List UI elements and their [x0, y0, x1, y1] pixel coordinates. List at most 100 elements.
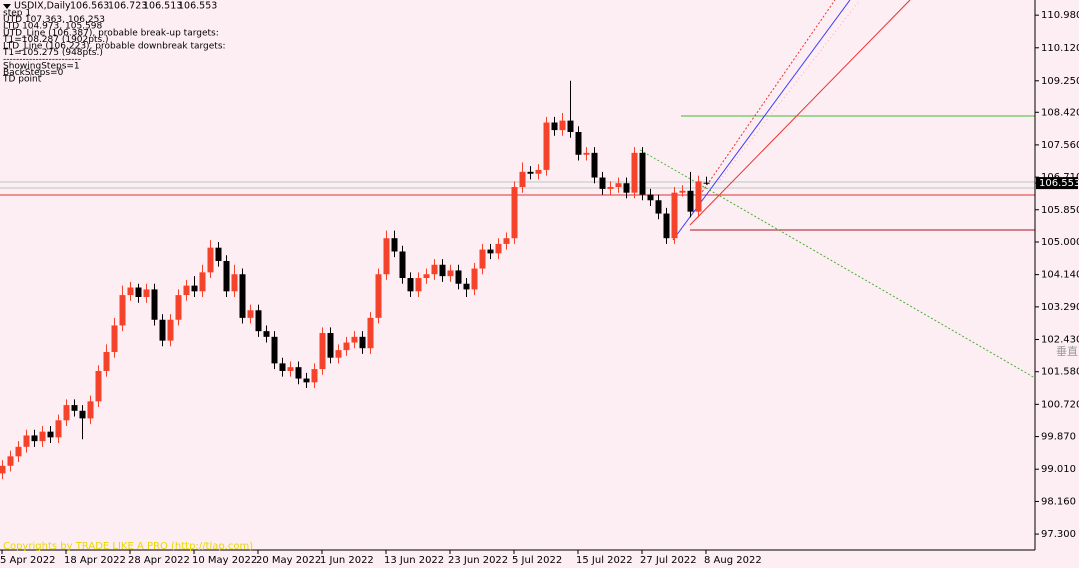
candle-body: [551, 122, 558, 131]
y-tick-label: 104.140: [1041, 270, 1079, 281]
candle-body: [39, 431, 46, 442]
x-tick-label: 5 Jul 2022: [512, 555, 562, 566]
ohlc-high: 106.723: [108, 1, 147, 12]
y-tick-label: 109.250: [1041, 76, 1079, 87]
y-tick-label: 103.290: [1041, 302, 1079, 313]
candle-body: [439, 264, 446, 277]
info-line: T1=108.287 (1902pts.): [2, 35, 109, 45]
candle-body: [399, 251, 406, 279]
candle-body: [55, 420, 62, 438]
candle-body: [471, 268, 478, 290]
y-tick-label: 108.420: [1041, 107, 1079, 118]
candle-body: [7, 456, 14, 466]
candle-body: [295, 367, 302, 379]
x-tick-label: 5 Apr 2022: [0, 555, 55, 566]
candle-body: [207, 247, 214, 273]
ohlc-open: 106.563: [70, 1, 109, 12]
y-tick-label: 101.580: [1041, 367, 1079, 378]
candle-body: [359, 336, 366, 349]
y-tick-label: 105.000: [1041, 237, 1079, 248]
trend-line: [639, 149, 1036, 379]
info-box: USDIX,Daily 106.563 106.723 106.513 106.…: [2, 1, 226, 85]
ohlc-close: 106.553: [178, 1, 217, 12]
info-line: ShowingSteps=1: [3, 61, 80, 71]
candle-body: [623, 183, 630, 193]
symbol: USDIX,Daily: [14, 1, 71, 12]
candle-body: [631, 152, 638, 193]
price-box: [1036, 177, 1078, 190]
candle-body: [63, 405, 70, 421]
candle-body: [71, 405, 78, 411]
y-tick-label: 99.010: [1041, 464, 1076, 475]
info-line: UTD 107.363, 106.253: [3, 15, 105, 25]
candle-body: [391, 238, 398, 252]
candle-body: [383, 238, 390, 275]
x-tick-label: 15 Jul 2022: [576, 555, 633, 566]
candle-body: [479, 249, 486, 269]
candle-body: [591, 152, 598, 178]
price-label: 106.553: [1039, 178, 1079, 189]
candle-body: [647, 194, 654, 201]
candle-body: [615, 183, 622, 187]
candle-body: [79, 410, 86, 419]
info-line: BackSteps=0: [3, 68, 64, 78]
info-line: LTD 104.973, 105.598: [3, 22, 102, 32]
candle-body: [495, 243, 502, 254]
y-tick-label: 98.160: [1041, 496, 1076, 507]
candle-body: [367, 317, 374, 349]
candle-body: [119, 295, 126, 326]
x-tick-label: 28 Apr 2022: [128, 555, 190, 566]
candle-body: [423, 274, 430, 279]
y-tick-label: 100.720: [1041, 399, 1079, 410]
candle-body: [639, 152, 646, 195]
y-tick-label: 97.300: [1041, 529, 1076, 540]
candle-body: [343, 342, 350, 351]
y-tick-label: 105.850: [1041, 205, 1079, 216]
candle-body: [127, 287, 134, 296]
candle-body: [31, 435, 38, 442]
candle-body: [271, 336, 278, 364]
collapse-icon: [3, 4, 11, 9]
candle-body: [327, 333, 334, 358]
x-tick-label: 23 Jun 2022: [448, 555, 508, 566]
info-line: T1=105.275 (948pts.): [2, 48, 103, 58]
candle-body: [703, 182, 710, 184]
candle-body: [671, 192, 678, 239]
candle-body: [431, 264, 438, 275]
candle-body: [503, 238, 510, 244]
x-tick-label: 8 Aug 2022: [704, 555, 762, 566]
candle-body: [247, 310, 254, 318]
y-tick-label: 110.120: [1041, 43, 1079, 54]
candle-body: [191, 285, 198, 292]
candle-body: [167, 319, 174, 341]
ohlc-low: 106.513: [143, 1, 182, 12]
candle-body: [199, 272, 206, 292]
candle-body: [103, 352, 110, 371]
candle-body: [303, 378, 310, 383]
candle-body: [143, 289, 150, 297]
candle-body: [527, 171, 534, 174]
trend-line: [699, 0, 836, 196]
candle-body: [407, 278, 414, 292]
candle-body: [159, 319, 166, 341]
candle-body: [135, 287, 142, 297]
copyright: Copyrights by TRADE LIKE A PRO (http://t…: [3, 541, 253, 552]
trend-line: [689, 0, 911, 226]
candle-body: [599, 177, 606, 189]
x-tick-label: 18 Apr 2022: [64, 555, 126, 566]
candle-body: [607, 187, 614, 189]
info-line: LTD_Line (106.223), probable downbreak t…: [3, 42, 226, 52]
candle-body: [47, 431, 54, 438]
candle-body: [375, 274, 382, 318]
candle-body: [311, 369, 318, 383]
candle-body: [287, 367, 294, 371]
x-tick-label: 27 Jul 2022: [640, 555, 697, 566]
candle-body: [535, 169, 542, 174]
candle-body: [583, 152, 590, 155]
candle-body: [111, 325, 118, 352]
trend-line: [719, 0, 861, 181]
candle-body: [679, 190, 686, 193]
candle-body: [463, 283, 470, 290]
x-tick-label: 10 May 2022: [192, 555, 257, 566]
candle-body: [559, 120, 566, 131]
